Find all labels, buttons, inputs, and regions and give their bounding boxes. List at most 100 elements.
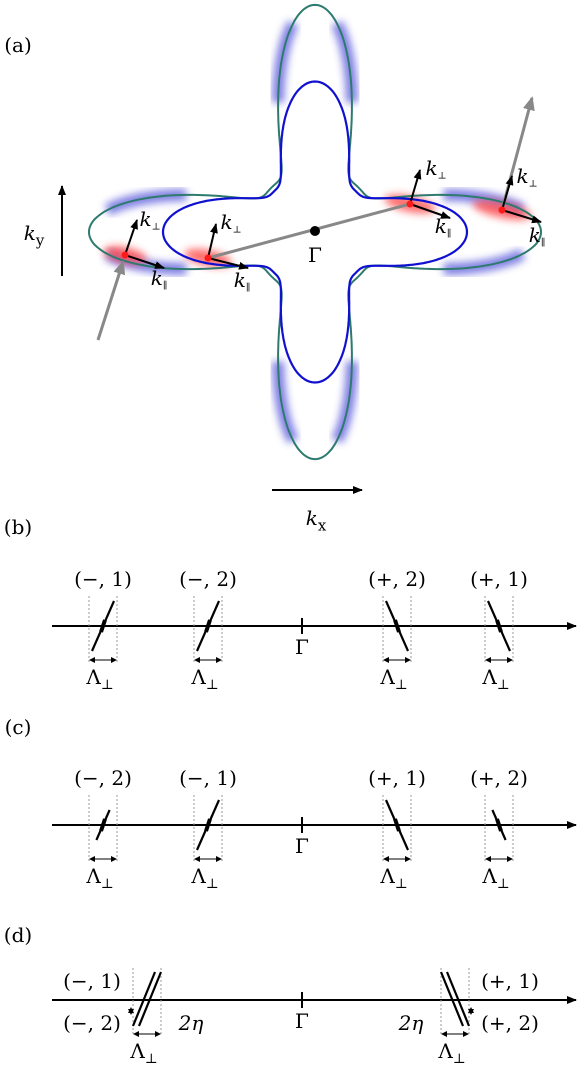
dispersion — [439, 971, 465, 1027]
width-label: Λ⊥ — [379, 665, 407, 693]
width-label-base: Λ — [481, 864, 497, 888]
k-par-label-base: k — [151, 266, 163, 290]
width-label: Λ⊥ — [129, 1039, 157, 1067]
panel-label: (c) — [5, 715, 32, 739]
gray-arrow — [96, 260, 126, 341]
width-label-base: Λ — [379, 864, 395, 888]
k-par-label-sub: ∥ — [246, 283, 250, 294]
kx-label-base: k — [306, 506, 318, 530]
gamma-point — [310, 226, 320, 236]
crossing — [204, 619, 212, 633]
width-label-base: Λ — [85, 864, 101, 888]
k-perp-label: k⊥ — [425, 156, 446, 182]
k-par-arrow — [501, 209, 542, 224]
dispersion — [131, 971, 157, 1027]
k-perp-label-sub: ⊥ — [233, 225, 242, 236]
width-label-base: Λ — [85, 665, 101, 689]
k-perp-label: k⊥ — [516, 164, 537, 190]
crossing — [393, 818, 401, 832]
crossing — [204, 818, 212, 832]
width-label-sub: ⊥ — [101, 677, 114, 693]
k-perp-label-sub: ⊥ — [152, 222, 161, 233]
gray-line — [207, 202, 411, 260]
k-perp-label-base: k — [220, 210, 232, 234]
point-label: (+, 1) — [368, 766, 426, 790]
k-perp-arrow — [207, 223, 218, 259]
k-perp-label: k⊥ — [139, 207, 160, 233]
k-perp-label-base: k — [139, 207, 151, 231]
width-label: Λ⊥ — [85, 665, 113, 693]
red-point — [498, 206, 506, 214]
width-label: Λ⊥ — [85, 864, 113, 892]
crossing — [99, 619, 107, 633]
k-par-label-sub: ∥ — [447, 229, 451, 240]
point-label: (+, 2) — [481, 1011, 539, 1035]
k-par-label-base: k — [529, 223, 541, 247]
width-label: Λ⊥ — [481, 665, 509, 693]
k-perp-label-sub: ⊥ — [529, 179, 538, 190]
width-label-sub: ⊥ — [395, 677, 408, 693]
k-par-label: k∥ — [234, 268, 251, 294]
gamma-label: Γ — [295, 834, 309, 858]
panel-label: (b) — [4, 515, 32, 539]
k-par-arrow — [124, 254, 165, 269]
k-perp-arrow — [409, 169, 422, 205]
splitting-label: 2η — [398, 1011, 424, 1035]
dispersion — [137, 971, 163, 1027]
panel-label: (d) — [4, 923, 32, 947]
width-label-sub: ⊥ — [497, 677, 510, 693]
width-label-sub: ⊥ — [497, 876, 510, 892]
k-perp-label-base: k — [516, 164, 528, 188]
k-par-arrow — [207, 257, 249, 270]
k-par-label: k∥ — [435, 214, 452, 240]
k-perp-label: k⊥ — [220, 210, 241, 236]
k-par-label: k∥ — [151, 266, 168, 292]
width-label-base: Λ — [190, 665, 206, 689]
splitting-label: 2η — [178, 1011, 204, 1035]
point-label: (+, 2) — [470, 766, 528, 790]
width-label-sub: ⊥ — [453, 1051, 466, 1067]
width-label-sub: ⊥ — [145, 1051, 158, 1067]
width-label-base: Λ — [481, 665, 497, 689]
ky-label: ky — [24, 221, 45, 250]
point-label: (−, 2) — [74, 766, 132, 790]
gamma-label: Γ — [295, 1009, 309, 1033]
width-label-sub: ⊥ — [101, 876, 114, 892]
width-label: Λ⊥ — [481, 864, 509, 892]
gamma-label: Γ — [295, 635, 309, 659]
point-label: (−, 1) — [74, 567, 132, 591]
kx-label-sub: x — [318, 517, 327, 535]
width-label-sub: ⊥ — [395, 876, 408, 892]
k-perp-arrow — [124, 219, 138, 256]
width-label-base: Λ — [129, 1039, 145, 1063]
width-label: Λ⊥ — [190, 665, 218, 693]
width-label: Λ⊥ — [379, 864, 407, 892]
point-label: (+, 1) — [481, 969, 539, 993]
crossing — [495, 619, 503, 633]
inner-contour — [161, 80, 469, 384]
width-label-base: Λ — [190, 864, 206, 888]
point-label: (−, 1) — [63, 969, 121, 993]
width-label-base: Λ — [379, 665, 395, 689]
k-par-label-base: k — [234, 268, 246, 292]
panel-label: (a) — [4, 33, 32, 57]
width-label-base: Λ — [437, 1039, 453, 1063]
k-par-label-sub: ∥ — [541, 238, 545, 249]
k-par-label-sub: ∥ — [163, 281, 167, 292]
k-perp-label-base: k — [425, 156, 437, 180]
red-point — [204, 254, 212, 262]
point-label: (−, 2) — [63, 1011, 121, 1035]
crossing — [393, 619, 401, 633]
kx-label: kx — [306, 506, 327, 535]
width-label-sub: ⊥ — [206, 677, 219, 693]
k-par-label: k∥ — [529, 223, 546, 249]
red-point — [121, 251, 129, 259]
gamma-label: Γ — [308, 243, 322, 267]
dispersion — [445, 971, 471, 1027]
point-label: (−, 1) — [179, 766, 237, 790]
ky-label-sub: y — [35, 232, 45, 250]
k-par-label-base: k — [435, 214, 447, 238]
width-label-sub: ⊥ — [206, 876, 219, 892]
point-label: (+, 2) — [368, 567, 426, 591]
